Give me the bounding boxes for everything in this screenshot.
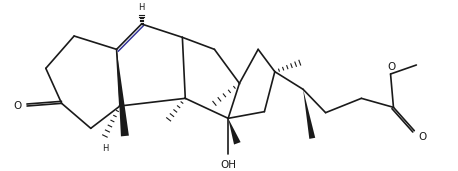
Text: O: O	[387, 62, 396, 72]
Text: OH: OH	[220, 160, 236, 170]
Text: H: H	[138, 3, 145, 12]
Polygon shape	[228, 118, 240, 144]
Text: O: O	[418, 132, 426, 142]
Text: H: H	[102, 144, 108, 153]
Polygon shape	[117, 49, 129, 136]
Polygon shape	[303, 89, 315, 139]
Text: O: O	[14, 101, 22, 111]
